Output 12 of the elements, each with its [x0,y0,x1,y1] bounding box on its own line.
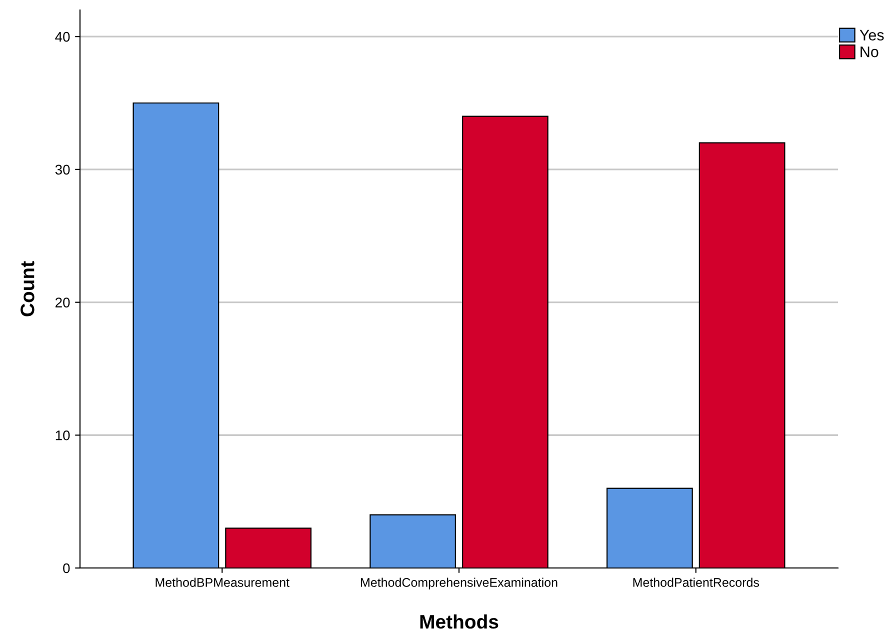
x-tick-label: MethodBPMeasurement [156,578,290,587]
x-tick-label: MethodPatientRecords [633,578,760,587]
x-axis-title: Methods [420,614,498,629]
y-tick-label: 40 [55,32,70,42]
legend-label: No [860,46,878,58]
y-tick-label: 30 [55,164,70,175]
y-tick-label: 20 [56,298,70,308]
y-tick-label: 0 [63,563,70,574]
legend-label: Yes [860,30,884,40]
y-tick-label: 10 [56,430,70,440]
y-axis-title: Count [20,261,34,316]
x-tick-label: MethodComprehensiveExamination [361,578,558,590]
